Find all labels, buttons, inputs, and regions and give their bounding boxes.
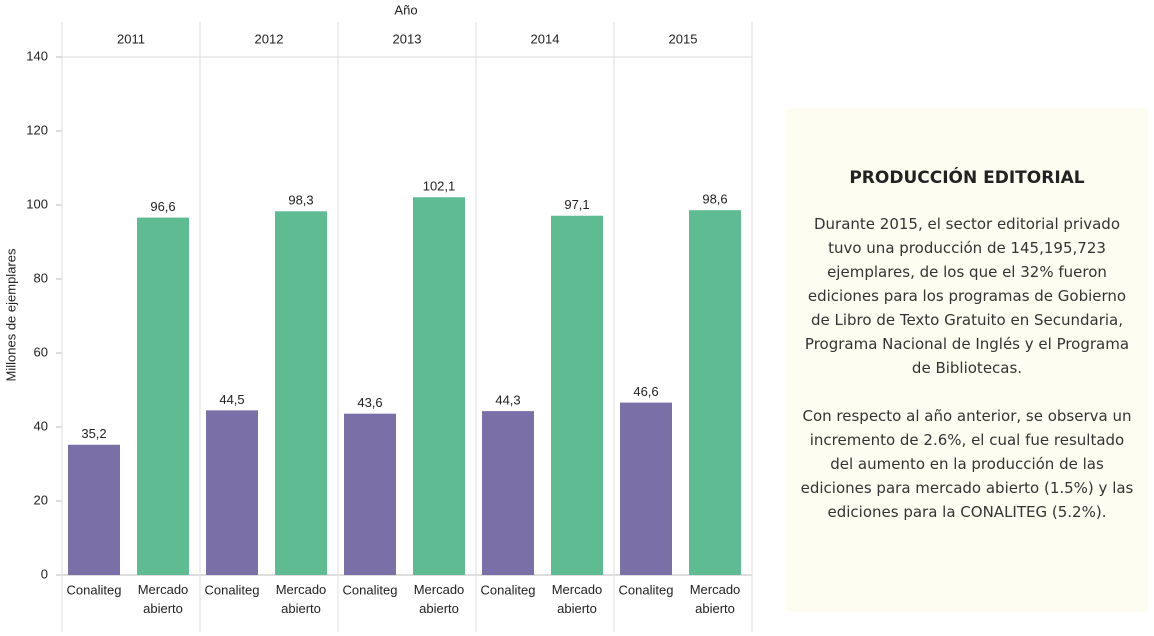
chart: Año Millones de ejemplares 0 20 40 60 80 100 1…: [3, 2, 753, 632]
bar: [482, 411, 534, 575]
value-label: 102,1: [423, 179, 456, 194]
value-label: 44,5: [219, 392, 244, 407]
bar: [620, 402, 672, 575]
group-label: 2015: [669, 31, 698, 46]
value-label: 96,6: [150, 199, 175, 214]
category-label: Mercado abierto: [276, 582, 327, 616]
panel-paragraph: Durante 2015, el sector editorial privad…: [804, 215, 1130, 377]
bar: [206, 410, 258, 575]
info-panel: PRODUCCIÓN EDITORIAL Durante 2015, el se…: [786, 108, 1148, 612]
value-label: 35,2: [81, 426, 106, 441]
y-tick-label: 140: [26, 48, 48, 63]
y-axis-title: Millones de ejemplares: [3, 248, 18, 381]
y-tick-label: 80: [34, 270, 48, 285]
category-label: Mercado abierto: [138, 582, 189, 616]
value-label: 98,3: [288, 193, 313, 208]
group-label: 2012: [255, 31, 284, 46]
group-label: 2014: [531, 31, 560, 46]
y-tick-label: 40: [34, 418, 48, 433]
panel-paragraph: Con respecto al año anterior, se observa…: [800, 407, 1134, 521]
bar: [68, 444, 120, 575]
panel-title: PRODUCCIÓN EDITORIAL: [849, 168, 1085, 188]
value-label: 97,1: [564, 197, 589, 212]
bar: [344, 413, 396, 575]
category-label: Conaliteg: [67, 582, 122, 597]
y-tick-label: 0: [41, 566, 48, 581]
category-label: Conaliteg: [343, 582, 398, 597]
bar: [689, 210, 741, 575]
category-label: Conaliteg: [481, 582, 536, 597]
group-label: 2011: [117, 31, 145, 46]
bar: [137, 217, 189, 575]
category-label: Mercado abierto: [414, 582, 465, 616]
bar: [275, 211, 327, 576]
y-tick-label: 120: [26, 122, 48, 137]
category-label: Conaliteg: [205, 582, 260, 597]
value-label: 98,6: [702, 192, 727, 207]
x-axis-title: Año: [394, 2, 417, 17]
bar: [551, 215, 603, 576]
y-tick-label: 60: [34, 344, 48, 359]
value-label: 44,3: [495, 393, 520, 408]
y-tick-label: 20: [34, 492, 48, 507]
bar: [413, 197, 465, 576]
category-label: Conaliteg: [619, 582, 674, 597]
category-label: Mercado abierto: [690, 582, 741, 616]
value-label: 46,6: [633, 384, 658, 399]
value-label: 43,6: [357, 395, 382, 410]
category-label: Mercado abierto: [552, 582, 603, 616]
y-tick-label: 100: [26, 196, 48, 211]
group-label: 2013: [393, 31, 422, 46]
